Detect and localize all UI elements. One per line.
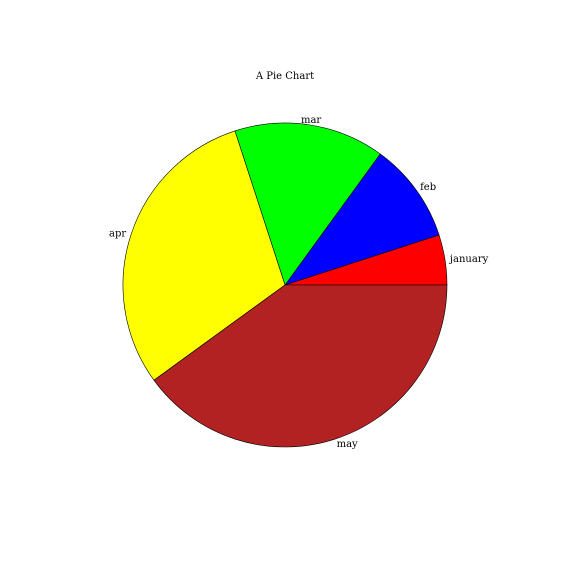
pie-slices bbox=[122, 122, 448, 448]
pie-label-mar: mar bbox=[301, 115, 321, 126]
pie-labels: january feb mar apr may bbox=[109, 115, 489, 450]
pie-label-may: may bbox=[337, 439, 358, 450]
pie-slice-mar bbox=[234, 122, 381, 286]
chart-title: A Pie Chart bbox=[255, 71, 314, 82]
pie-label-january: january bbox=[449, 254, 489, 265]
pie-label-apr: apr bbox=[109, 228, 126, 239]
pie-slice-apr bbox=[122, 130, 286, 381]
pie-slice-feb bbox=[284, 153, 440, 286]
pie-label-feb: feb bbox=[420, 182, 436, 193]
pie-slice-may bbox=[153, 284, 448, 448]
